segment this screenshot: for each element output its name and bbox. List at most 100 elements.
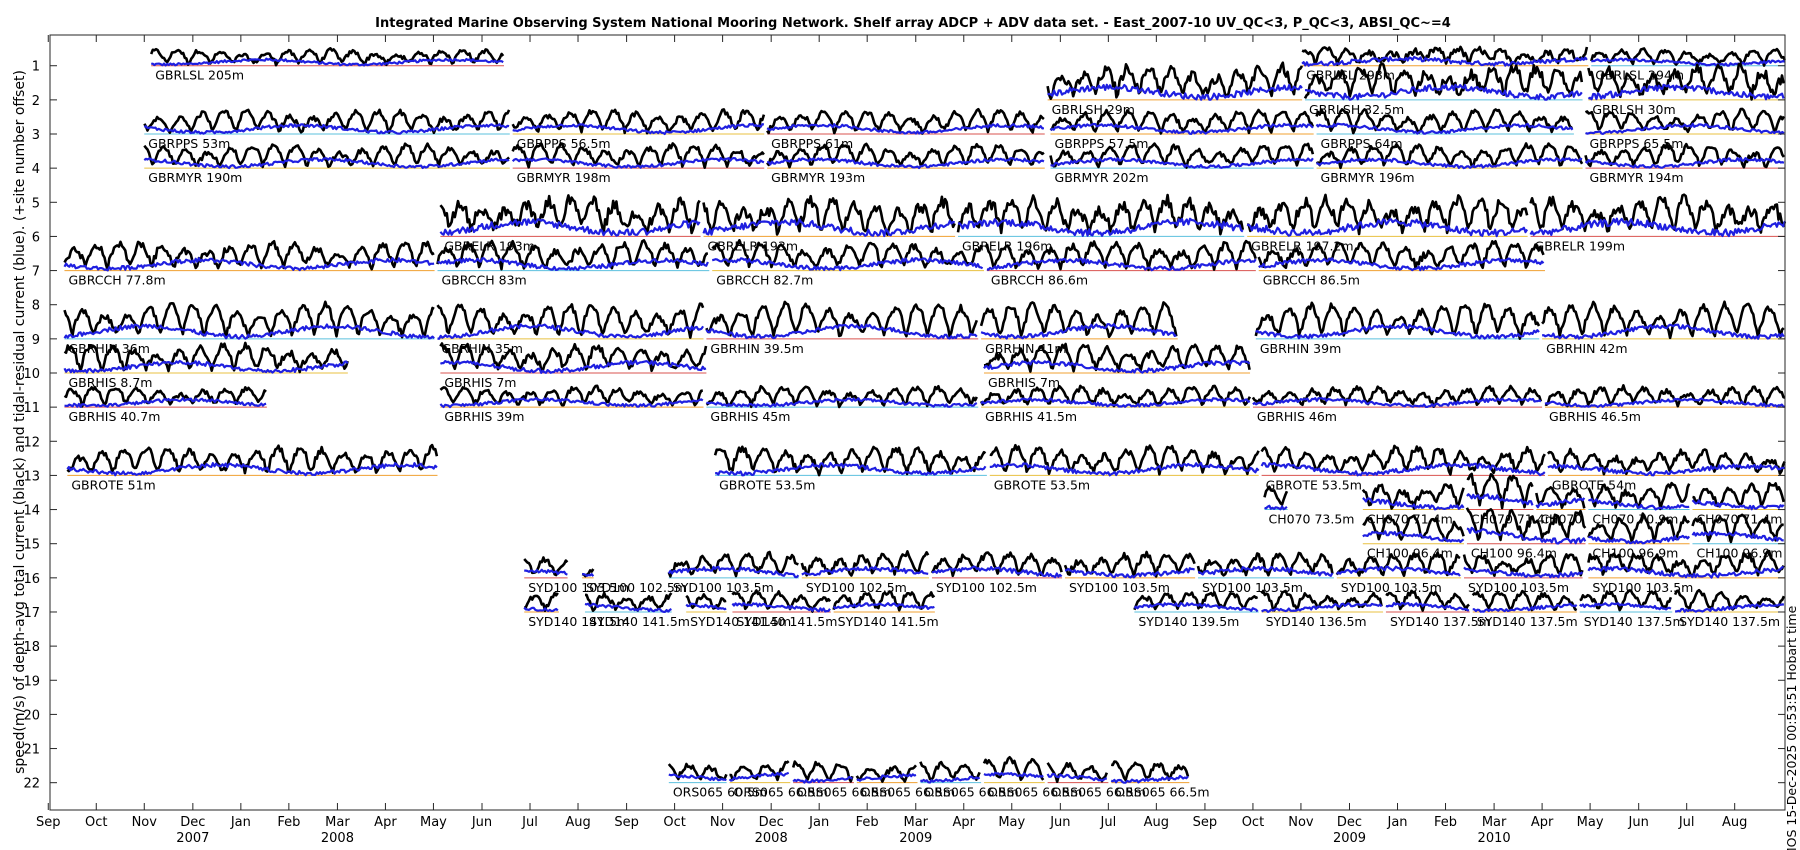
series-ch100-site-15 <box>1362 507 1785 545</box>
x-tick-label: Oct <box>85 815 107 830</box>
residual-current-line <box>1466 526 1587 545</box>
total-current-line <box>1133 591 1259 611</box>
residual-current-line <box>685 602 727 611</box>
deployment-label: GBRLSL 298m <box>1306 68 1395 83</box>
series-gbrpps-site-3 <box>143 107 1786 136</box>
total-current-line <box>705 384 978 409</box>
total-current-line <box>1584 142 1785 169</box>
total-current-line <box>956 193 1245 236</box>
residual-current-line <box>1579 602 1672 611</box>
deployment-label: SYD140 141.5m <box>690 614 791 629</box>
deployment-label: SYD140 137.5m <box>1679 614 1780 629</box>
x-tick-label: Mar <box>325 815 350 830</box>
residual-current-line <box>728 771 790 782</box>
deployment-label: SYD140 141.5m <box>528 614 629 629</box>
deployment-gbrpps-5 <box>1584 107 1786 135</box>
total-current-line <box>1110 760 1190 782</box>
deployment-syd140-6 <box>1260 589 1384 614</box>
deployment-ors065-0 <box>667 762 728 784</box>
total-current-line <box>705 300 979 338</box>
series-gbrote-site-13 <box>66 443 1786 477</box>
total-current-line <box>1303 62 1584 99</box>
deployment-ch070-5 <box>1691 481 1785 511</box>
deployment-label: GBRCCH 77.8m <box>68 273 165 288</box>
deployment-gbrhin-3 <box>979 301 1178 340</box>
deployment-label: CH070 <box>1540 512 1582 527</box>
deployment-syd140-4 <box>832 590 936 613</box>
x-year-label: 2008 <box>755 831 788 846</box>
deployment-gbrote-3 <box>1260 444 1546 477</box>
total-current-line <box>1587 481 1691 511</box>
deployment-syd140-3 <box>731 589 832 613</box>
deployment-label: GBROTE 51m <box>71 477 155 492</box>
residual-current-line <box>1466 493 1534 506</box>
deployment-label: GBRPPS 65.5m <box>1589 136 1683 151</box>
deployment-gbrmyr-2 <box>766 142 1045 170</box>
residual-current-line <box>582 573 595 577</box>
total-current-line <box>702 194 956 236</box>
residual-current-line <box>792 775 854 784</box>
deployment-label: GBRPPS 61m <box>771 136 853 151</box>
residual-current-line <box>1247 218 1529 238</box>
deployment-label: GBRLSL 294m <box>1595 68 1684 83</box>
residual-current-line <box>856 773 917 782</box>
deployment-ors065-2 <box>791 760 854 784</box>
x-year-label: 2007 <box>176 831 209 846</box>
deployment-label: ORS065 66.5m <box>734 785 828 800</box>
y-axis-label: speed(m/s) of depth-avg total current (b… <box>12 70 28 774</box>
residual-current-line <box>712 257 984 272</box>
y-tick-label: 17 <box>23 606 40 621</box>
deployment-label: GBRHIS 8.7m <box>68 375 152 390</box>
deployment-label: GBRLSL 205m <box>155 68 244 83</box>
total-current-line <box>63 240 435 272</box>
total-current-line <box>1462 553 1584 578</box>
residual-current-line <box>1110 774 1189 784</box>
total-current-line <box>1362 514 1465 542</box>
deployment-label: GBRHIS 46m <box>1257 409 1337 424</box>
residual-current-line <box>1362 497 1465 511</box>
deployment-label: CH100 96.9m <box>1592 546 1678 561</box>
deployment-gbrmyr-4 <box>1315 142 1584 170</box>
total-current-line <box>1251 384 1543 409</box>
y-tick-label: 22 <box>23 777 40 792</box>
deployment-ch070-4 <box>1587 481 1691 511</box>
deployment-gbrhin-2 <box>705 300 979 340</box>
x-tick-label: Jul <box>521 815 538 830</box>
residual-current-line <box>1064 567 1195 579</box>
axes-frame <box>49 34 1786 811</box>
deployment-gbrcch-4 <box>1257 240 1545 272</box>
total-current-line <box>855 764 917 783</box>
y-tick-label: 7 <box>32 265 40 280</box>
total-current-line <box>1196 551 1334 577</box>
residual-current-line <box>1316 157 1583 170</box>
residual-current-line <box>1304 83 1583 101</box>
deployment-label: CH100 96.9m <box>1696 546 1782 561</box>
deployment-label: ORS065 66.5m <box>861 785 955 800</box>
series-gbrhin-site-9 <box>63 300 1785 341</box>
total-current-line <box>1692 481 1785 508</box>
residual-current-line <box>63 257 435 272</box>
x-tick-label: Jan <box>808 815 829 830</box>
deployment-gbrmyr-3 <box>1049 142 1315 169</box>
x-tick-label: Jul <box>1678 815 1695 830</box>
x-tick-label: Apr <box>374 815 397 830</box>
deployment-labels: GBRLSL 205m GBRLSL 298m GBRLSL 294m GBRLSH … <box>68 68 1782 800</box>
residual-current-line <box>1252 397 1542 408</box>
total-current-line <box>1673 588 1786 611</box>
deployment-syd140-2 <box>685 592 727 613</box>
x-tick-label: Jun <box>471 815 492 830</box>
deployment-gbrpps-1 <box>511 108 766 136</box>
total-current-line <box>1465 507 1587 542</box>
deployment-label: CH070 71.4m <box>1696 512 1782 527</box>
deployment-gbrote-2 <box>989 443 1260 477</box>
residual-current-line <box>983 771 1044 779</box>
y-tick-label: 1 <box>32 60 40 75</box>
deployment-syd140-1 <box>584 591 673 614</box>
residual-current-line <box>523 606 559 613</box>
residual-current-line <box>151 57 504 67</box>
deployment-label: SYD140 136.5m <box>1266 614 1367 629</box>
y-tick-label: 16 <box>23 572 40 587</box>
x-year-label: 2008 <box>321 831 354 846</box>
deployment-label: ORS065 66.5m <box>924 785 1018 800</box>
